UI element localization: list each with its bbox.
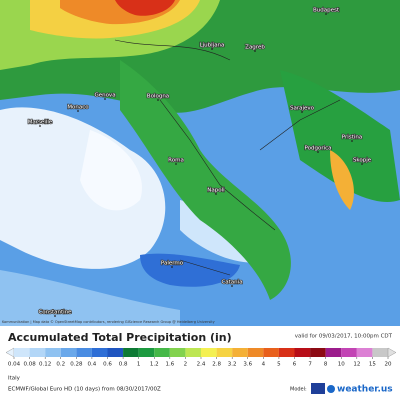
bar-arrow-right: [387, 347, 397, 358]
city-label: Monaco: [67, 105, 89, 111]
color-swatch: [14, 348, 30, 357]
tick-label: 7: [308, 362, 312, 368]
city-label: Napoli: [207, 188, 225, 194]
tick-label: 15: [369, 362, 376, 368]
city-label: Marseille: [28, 120, 53, 126]
city-dot: [215, 193, 217, 195]
color-swatch: [201, 348, 217, 357]
tick-label: 0.4: [88, 362, 97, 368]
color-swatch: [216, 348, 233, 357]
region: Italy: [8, 376, 21, 382]
city-label: Skopje: [353, 158, 372, 164]
tick-label: 0.8: [119, 362, 128, 368]
color-swatch: [45, 348, 61, 357]
color-swatch: [91, 348, 108, 357]
logo-icon: [327, 385, 335, 393]
color-swatch: [185, 348, 201, 357]
city-label: Sarajevo: [290, 106, 315, 112]
city-dot: [361, 163, 363, 165]
city-dot: [39, 125, 41, 127]
tick-label: 0.2: [56, 362, 65, 368]
model-line: ECMWF/Global Euro HD (10 days) from 08/3…: [8, 387, 161, 393]
city-label: Catania: [221, 280, 242, 286]
city-dot: [175, 163, 177, 165]
color-swatch: [123, 348, 139, 357]
tick-label: 0.04: [8, 362, 21, 368]
city-label: Bologna: [147, 94, 169, 100]
city-label: Podgorica: [304, 146, 331, 152]
color-swatch: [232, 348, 248, 357]
city-dot: [301, 111, 303, 113]
tick-label: 0.28: [70, 362, 83, 368]
city-label: Budapest: [313, 8, 340, 14]
brand: weather.us: [337, 385, 393, 395]
color-swatch: [29, 348, 46, 357]
city-label: Palermo: [161, 261, 184, 267]
color-swatch: [247, 348, 264, 357]
city-label: Constantine: [38, 310, 72, 316]
city-dot: [317, 151, 319, 153]
eu-flag: [311, 383, 325, 394]
attribution: Kommunikation | Map data © OpenStreetMap…: [2, 320, 215, 324]
tick-label: 0.6: [103, 362, 112, 368]
tick-label: 1: [137, 362, 141, 368]
color-swatch: [76, 348, 92, 357]
color-swatch: [310, 348, 326, 357]
map: [0, 0, 400, 326]
color-swatch: [356, 348, 373, 357]
tick-label: 1.6: [165, 362, 174, 368]
tick-label: 5: [277, 362, 281, 368]
city-dot: [157, 99, 159, 101]
tick-label: 12: [353, 362, 360, 368]
tick-label: 10: [338, 362, 345, 368]
tick-label: 4: [262, 362, 266, 368]
city-label: Zagreb: [245, 45, 265, 51]
legend-title: Accumulated Total Precipitation (in): [8, 331, 232, 344]
tick-label: 3.6: [243, 362, 252, 368]
color-swatch: [278, 348, 295, 357]
city-label: Roma: [168, 158, 184, 164]
color-swatch: [372, 348, 388, 357]
tick-label: 8: [324, 362, 328, 368]
tick-label: 2.8: [212, 362, 221, 368]
color-swatch: [169, 348, 186, 357]
city-label: Genova: [94, 93, 115, 99]
tick-label: 1.2: [150, 362, 159, 368]
city-dot: [325, 13, 327, 15]
color-swatch: [154, 348, 170, 357]
color-swatch: [294, 348, 311, 357]
city-dot: [254, 50, 256, 52]
city-dot: [104, 98, 106, 100]
tick-label: 20: [385, 362, 392, 368]
valid-time: valid for 09/03/2017, 10:00pm CDT: [295, 334, 393, 340]
city-dot: [54, 315, 56, 317]
color-swatch: [138, 348, 155, 357]
color-swatch: [60, 348, 77, 357]
city-label: Pristina: [342, 135, 362, 141]
city-dot: [77, 110, 79, 112]
city-dot: [171, 266, 173, 268]
tick-label: 0.12: [39, 362, 51, 368]
color-swatch: [107, 348, 124, 357]
tick-label: 2: [184, 362, 188, 368]
tick-label: 2.4: [197, 362, 206, 368]
city-dot: [231, 285, 233, 287]
city-label: Ljubljana: [200, 43, 225, 49]
tick-label: 6: [293, 362, 297, 368]
model-label: Model:: [290, 387, 307, 393]
color-swatch: [341, 348, 357, 357]
city-dot: [211, 48, 213, 50]
tick-label: 3.2: [228, 362, 237, 368]
color-swatch: [325, 348, 342, 357]
tick-label: 0.08: [23, 362, 36, 368]
city-dot: [351, 140, 353, 142]
color-swatch: [263, 348, 279, 357]
